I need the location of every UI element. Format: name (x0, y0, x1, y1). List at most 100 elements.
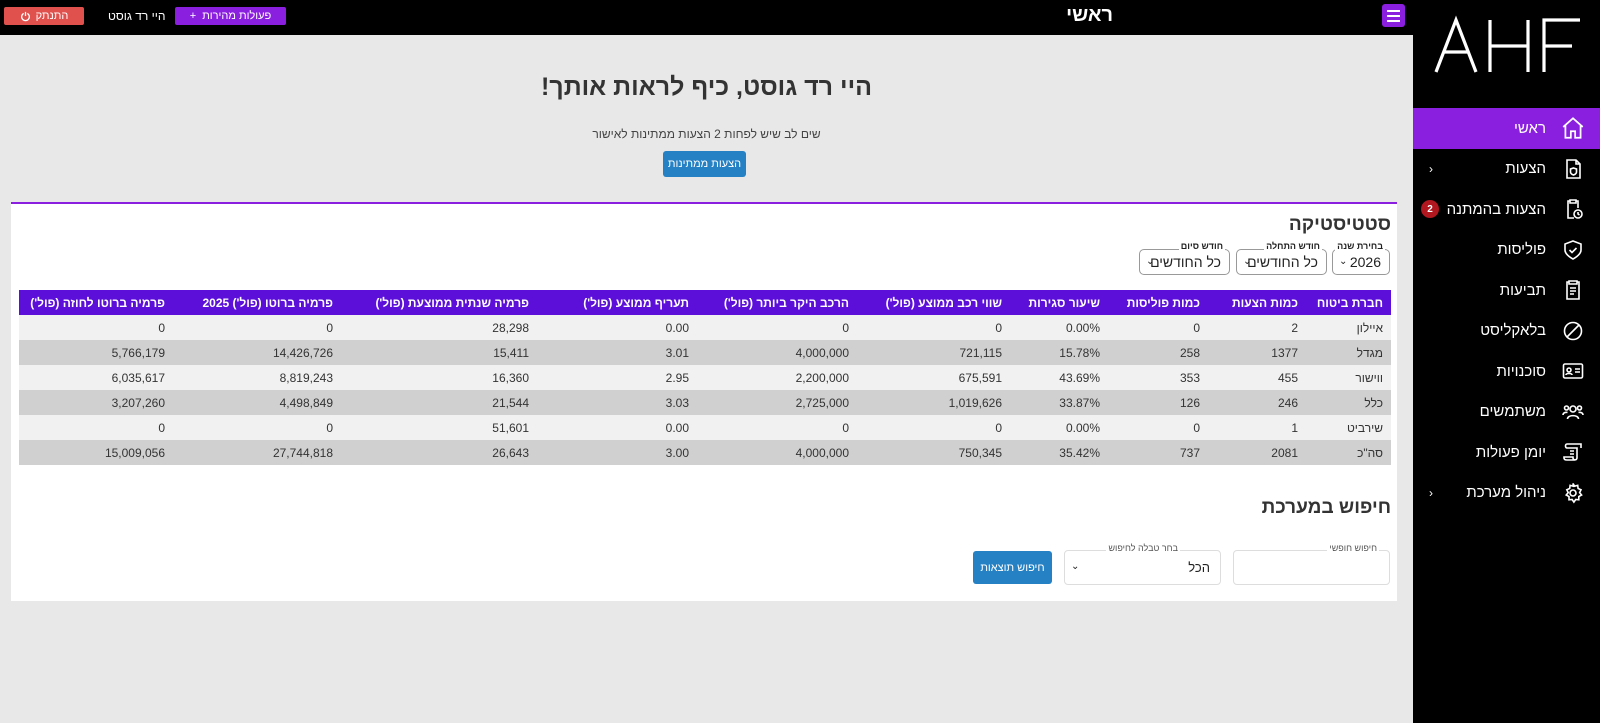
end-month-select[interactable]: חודש סיום כל החודשים ⌄ (1139, 241, 1230, 275)
column-header: כמות פוליסות (1108, 290, 1208, 315)
table-cell: 353 (1108, 365, 1208, 390)
sidebar-item-activity-log[interactable]: יומן פעולות (1413, 432, 1600, 473)
start-month-value: כל החודשים (1247, 254, 1318, 270)
gear-icon (1560, 480, 1586, 506)
sidebar-item-label: סוכנויות (1496, 362, 1547, 380)
table-row: סה"כ 2081 737 35.42% 750,345 4,000,000 3.00 26,… (19, 440, 1391, 465)
users-icon (1560, 399, 1586, 425)
free-search-label: חיפוש חופשי (1327, 543, 1379, 553)
start-month-select[interactable]: חודש התחלה כל החודשים ⌄ (1236, 241, 1327, 275)
sidebar-item-agencies[interactable]: סוכנויות (1413, 351, 1600, 392)
ban-icon (1560, 318, 1586, 344)
sidebar-item-label: ראשי (1514, 119, 1546, 137)
sidebar-item-claims[interactable]: תביעות (1413, 270, 1600, 311)
welcome-section: היי רד גוסט, כיף לראות אותך! שים לב שיש … (0, 35, 1413, 202)
sidebar-item-proposals[interactable]: הצעות ‹ (1413, 149, 1600, 190)
table-cell: 8,819,243 (173, 365, 341, 390)
table-cell: 0.00% (1010, 415, 1108, 440)
search-table-value: הכל (1188, 560, 1210, 575)
sidebar-item-policies[interactable]: פוליסות (1413, 230, 1600, 271)
table-cell: 0 (19, 315, 173, 340)
table-cell: 43.69% (1010, 365, 1108, 390)
table-cell: 455 (1208, 365, 1306, 390)
sidebar-item-home[interactable]: ראשי (1413, 108, 1600, 149)
sidebar-item-label: יומן פעולות (1475, 443, 1546, 461)
sidebar: ראשי הצעות ‹ הצעות בהמתנה 2 פוליסות תביע… (1413, 0, 1600, 723)
sidebar-item-label: ניהול מערכת (1466, 484, 1546, 502)
table-cell: 26,643 (341, 440, 537, 465)
table-cell: 0 (19, 415, 173, 440)
table-cell: 675,591 (857, 365, 1010, 390)
chevron-down-icon: ⌄ (1146, 256, 1155, 267)
scroll-icon (1560, 439, 1586, 465)
table-row: ווישור 455 353 43.69% 675,591 2,200,000 2.95 16… (19, 365, 1391, 390)
table-cell: 246 (1208, 390, 1306, 415)
table-cell: 0 (173, 415, 341, 440)
table-cell: 0 (173, 315, 341, 340)
table-cell: 0 (857, 415, 1010, 440)
logout-button[interactable]: התנתק (4, 7, 84, 25)
welcome-heading: היי רד גוסט, כיף לראות אותך! (540, 73, 873, 101)
table-cell: 27,744,818 (173, 440, 341, 465)
table-cell: 21,544 (341, 390, 537, 415)
sidebar-item-users[interactable]: משתמשים (1413, 392, 1600, 433)
table-cell: 1,019,626 (857, 390, 1010, 415)
table-cell: מגדל (1306, 340, 1391, 365)
pending-note: שים לב שיש לפחות 2 הצעות ממתינות לאישור (592, 127, 821, 141)
sidebar-item-pending-proposals[interactable]: הצעות בהמתנה 2 (1413, 189, 1600, 230)
search-table-select[interactable]: בחר טבלה לחיפוש הכל ⌄ (1064, 543, 1221, 585)
sidebar-item-label: בלאקליסט (1480, 322, 1546, 340)
stats-title: סטטיסטיקה (1288, 214, 1391, 235)
clipboard-list-icon (1560, 277, 1586, 303)
table-cell: 14,426,726 (173, 340, 341, 365)
search-results-button[interactable]: חיפוש תוצאות (973, 551, 1052, 584)
table-cell: 4,000,000 (697, 340, 857, 365)
column-header: שיעור סגירות (1010, 290, 1108, 315)
chevron-down-icon: ⌄ (1243, 256, 1252, 267)
table-cell: 5,766,179 (19, 340, 173, 365)
stats-table: חברת ביטוח כמות הצעות כמות פוליסות שיעור… (19, 290, 1391, 465)
table-cell: 28,298 (341, 315, 537, 340)
table-cell: 126 (1108, 390, 1208, 415)
table-cell: 3.00 (537, 440, 697, 465)
user-greeting: היי רד גוסט (108, 9, 166, 23)
year-select-label: בחירת שנה (1335, 241, 1385, 251)
ahf-logo (1434, 15, 1580, 73)
table-cell: שירביט (1306, 415, 1391, 440)
table-cell: 0 (1108, 315, 1208, 340)
table-cell: 0.00% (1010, 315, 1108, 340)
sidebar-item-system-admin[interactable]: ניהול מערכת ‹ (1413, 473, 1600, 514)
power-icon (20, 11, 30, 21)
free-search-input[interactable]: חיפוש חופשי (1233, 543, 1390, 585)
sidebar-menu: ראשי הצעות ‹ הצעות בהמתנה 2 פוליסות תביע… (1413, 108, 1600, 513)
column-header: כמות הצעות (1208, 290, 1306, 315)
sidebar-item-blacklist[interactable]: בלאקליסט (1413, 311, 1600, 352)
column-header: הרכב היקר ביותר (פול') (697, 290, 857, 315)
search-table-label: בחר טבלה לחיפוש (1106, 543, 1180, 553)
table-cell: 15,009,056 (19, 440, 173, 465)
pending-proposals-button[interactable]: הצעות ממתינות (663, 151, 746, 177)
pending-count-badge: 2 (1421, 200, 1439, 219)
table-cell: 0.00 (537, 415, 697, 440)
table-cell: 3.03 (537, 390, 697, 415)
column-header: פרמיה ברוטו (פול') 2025 (173, 290, 341, 315)
table-cell: כלל (1306, 390, 1391, 415)
table-header-row: חברת ביטוח כמות הצעות כמות פוליסות שיעור… (19, 290, 1391, 315)
column-header: פרמיה ברוטו לחוזה (פול') (19, 290, 173, 315)
table-row: מגדל 1377 258 15.78% 721,115 4,000,000 3.01 15,… (19, 340, 1391, 365)
home-icon (1560, 115, 1586, 141)
sidebar-item-label: פוליסות (1497, 241, 1546, 259)
table-cell: 16,360 (341, 365, 537, 390)
table-cell: 0 (857, 315, 1010, 340)
table-cell: 4,000,000 (697, 440, 857, 465)
table-cell: 750,345 (857, 440, 1010, 465)
year-select[interactable]: בחירת שנה 2026 ⌄ (1332, 241, 1390, 275)
quick-actions-button[interactable]: פעולות מהירות + (175, 7, 286, 25)
logout-label: התנתק (35, 10, 69, 22)
topbar: ראשי פעולות מהירות + היי רד גוסט התנתק (0, 0, 1413, 35)
table-cell: 2081 (1208, 440, 1306, 465)
table-cell: סה"כ (1306, 440, 1391, 465)
table-cell: ווישור (1306, 365, 1391, 390)
table-cell: 2.95 (537, 365, 697, 390)
hamburger-menu-icon[interactable] (1382, 4, 1405, 27)
